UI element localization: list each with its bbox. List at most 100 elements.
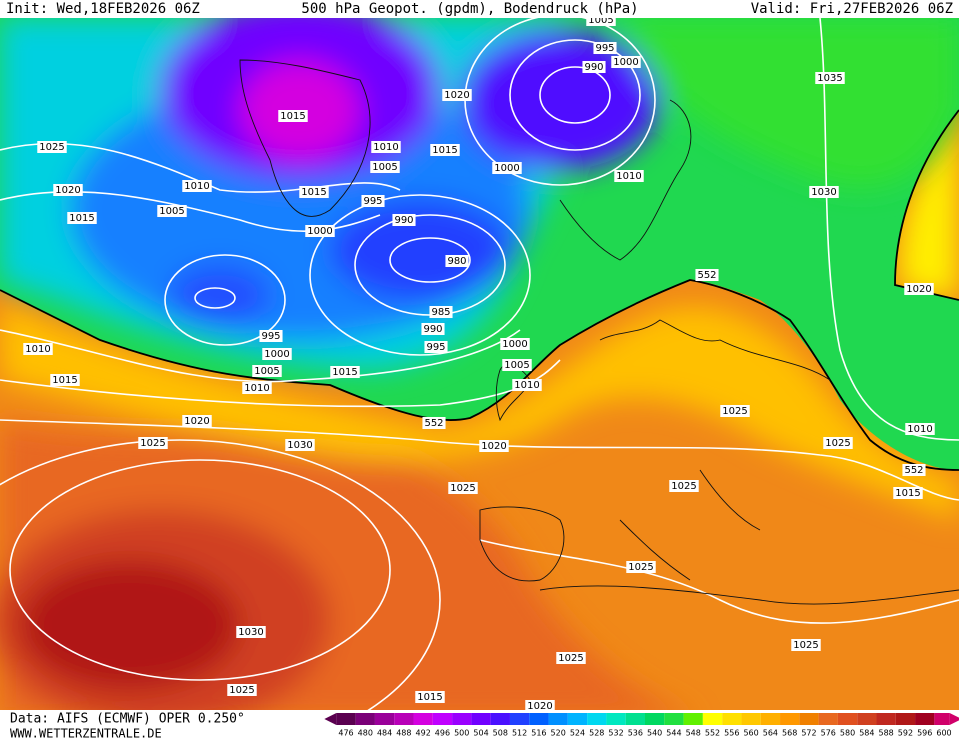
isobar-label: 1000 [305,225,335,237]
isobar-label-box [429,306,453,318]
colorbar-swatch [394,713,414,725]
isobar-label-text: 980 [447,256,466,267]
isobar-label-box [904,283,934,295]
isobar-label: 1015 [278,110,308,122]
isobar-label: 995 [259,330,283,342]
colorbar-tick-label: 556 [724,729,739,738]
isobar-label-box [305,225,335,237]
colorbar-tick-label: 548 [686,729,701,738]
colorbar-swatch [490,713,510,725]
colorbar-tick-label: 528 [589,729,604,738]
field-green [620,18,959,188]
field-blue [330,200,510,300]
colorbar-tick-label: 596 [917,729,932,738]
isobar-label-text: 1025 [793,640,818,651]
colorbar-swatch [818,713,838,725]
isobar-label: 1025 [720,405,750,417]
colorbar-swatch [645,713,665,725]
isobar-label: 980 [445,255,469,267]
colorbar-swatch [683,713,703,725]
isobar-label-box [252,365,282,377]
isobar-label-box [593,42,617,54]
isobar-label: 1025 [227,684,257,696]
isobar-label: 985 [429,306,453,318]
isobar-label-box [445,255,469,267]
isobar-label-text: 1025 [140,438,165,449]
colorbar-swatch [413,713,433,725]
isobar-label: 1005 [157,205,187,217]
colorbar-tick-label: 480 [358,729,373,738]
isobar-label: 1015 [50,374,80,386]
isobar-label-text: 995 [363,196,382,207]
isobar-label-text: 1015 [417,692,442,703]
colorbar-swatch [452,713,472,725]
isobar-label-text: 1005 [372,162,397,173]
field-yellow-band [0,300,959,520]
isobar-label: 1005 [252,365,282,377]
isobar-label-box [586,18,616,26]
isobar-label-text: 1010 [514,380,539,391]
isobar-label: 552 [422,417,446,429]
isobar-label-box [182,180,212,192]
isobar-label-text: 1010 [184,181,209,192]
isobar-label-text: 1030 [238,627,263,638]
isobar-label-box [424,341,448,353]
isobar-label-text: 1030 [287,440,312,451]
colorbar-swatch [722,713,742,725]
isobar-label-box [262,348,292,360]
colorbar-swatch [625,713,645,725]
contour-552 [0,279,959,471]
isobar-label-box [138,437,168,449]
isobar-label: 1025 [669,480,699,492]
colorbar-swatch [509,713,530,725]
colorbar-tick-label: 588 [878,729,893,738]
colorbar-tick-label: 492 [416,729,431,738]
isobar-label: 990 [392,214,416,226]
isobar-label-box [442,89,472,101]
isobar-label-box [236,626,266,638]
isobar [479,539,959,624]
isobar-label-box [669,480,699,492]
isobar-label-box [720,405,750,417]
isobar-label-text: 1015 [52,375,77,386]
isobar-label: 995 [424,341,448,353]
isobar [309,194,531,356]
isobar-label: 1015 [330,366,360,378]
colorbar-swatch [760,713,781,725]
isobar-label-box [278,110,308,122]
isobar-label-box [582,61,606,73]
colorbar-swatch [355,713,375,725]
isobar-label-text: 1000 [264,349,289,360]
isobar-label-box [361,195,385,207]
isobar-label: 1020 [182,415,212,427]
colorbar-swatch [780,713,800,725]
isobar-label-box [512,379,542,391]
isobar-label: 1020 [479,440,509,452]
isobar-label-box [479,440,509,452]
isobar-label-box [299,186,329,198]
isobar [539,66,611,124]
colorbar-tick-label: 544 [666,729,681,738]
isobar-label-text: 1000 [494,163,519,174]
isobar-labels: 1005 995 1000 990 1035 1020 1015 1025 1010 1015 10… [23,18,935,710]
coastline [239,59,371,217]
colorbar-swatch [587,713,607,725]
isobar-label-text: 1025 [229,685,254,696]
isobar-label: 1015 [430,144,460,156]
isobar-label-box [492,162,522,174]
isobar-label-text: 1025 [450,483,475,494]
isobar-label-text: 1000 [502,339,527,350]
field-indigo [460,30,660,170]
isobar-label-text: 1025 [628,562,653,573]
colorbar-tick-label: 512 [512,729,527,738]
isobar-label-box [50,374,80,386]
field-cold-shading [0,18,959,370]
isobar-label-box [415,691,445,703]
colorbar-tick-label: 504 [473,729,488,738]
isobar-label-text: 1005 [254,366,279,377]
isobar-label-box [611,56,641,68]
isobar-label: 1010 [182,180,212,192]
isobar-label-text: 1015 [895,488,920,499]
isobar [509,39,641,151]
isobar-label: 1005 [502,359,532,371]
